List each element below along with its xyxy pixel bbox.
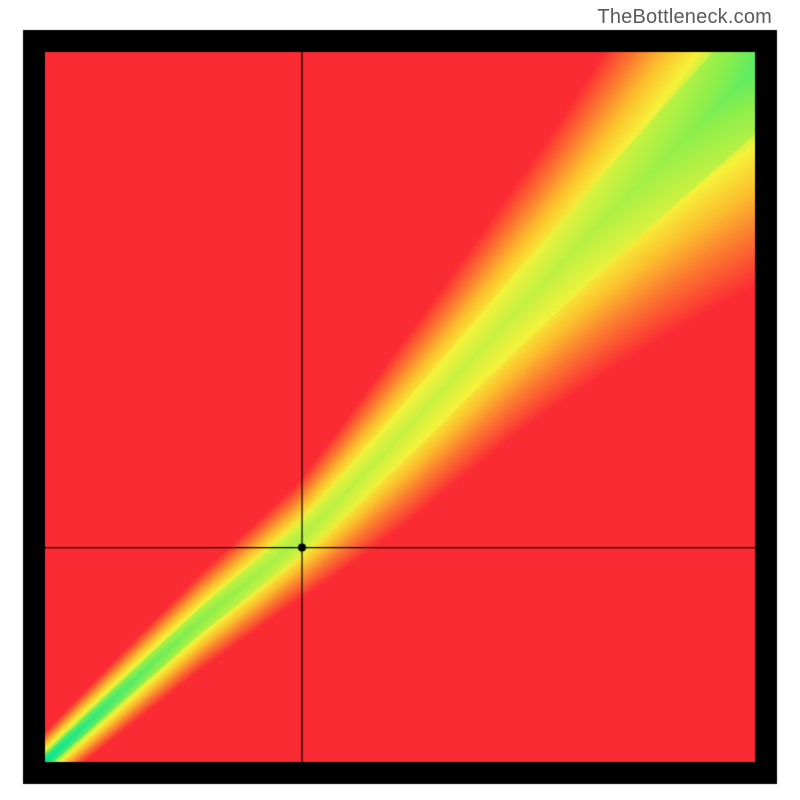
watermark-text: TheBottleneck.com [597, 6, 772, 29]
heatmap-canvas [0, 0, 800, 800]
chart-container: TheBottleneck.com [0, 0, 800, 800]
